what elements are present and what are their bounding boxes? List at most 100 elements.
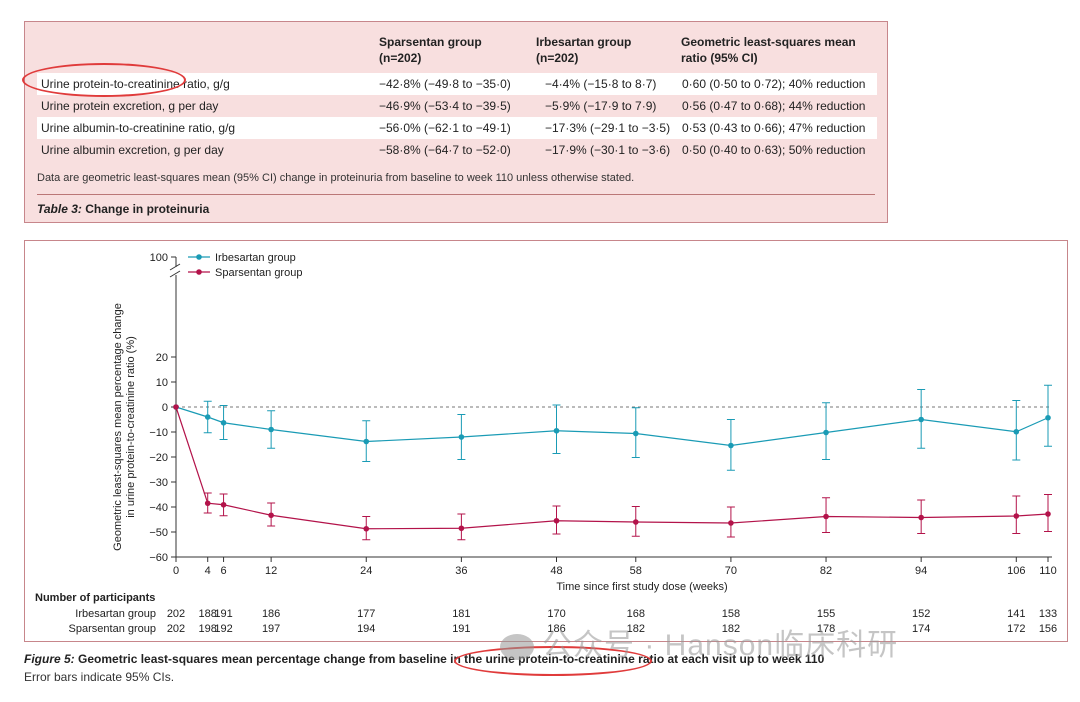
table-caption-label: Table 3: [37, 202, 82, 216]
x-axis-label: Time since first study dose (weeks) [556, 581, 727, 593]
data-point [458, 434, 465, 440]
data-point [220, 419, 227, 426]
data-point [268, 426, 274, 433]
header-ratio-line2: ratio (95% CI) [681, 51, 758, 65]
y-tick-label: 0 [162, 402, 168, 414]
cell-ratio: 0·53 (0·43 to 0·66); 47% reduction [682, 121, 866, 135]
series-line [175, 406, 1049, 447]
participants-count: 182 [627, 623, 645, 635]
data-point [1045, 511, 1051, 517]
table-footnote: Data are geometric least-squares mean (9… [37, 172, 635, 184]
participants-count: 170 [547, 608, 565, 620]
axis-break-mark [169, 270, 181, 278]
cell-irbesartan: −4·4% (−15·8 to 8·7) [545, 77, 657, 91]
y-axis-label-line: Geometric least-squares mean percentage … [112, 303, 124, 551]
participants-count: 188 [199, 608, 217, 620]
data-point [204, 500, 211, 507]
data-point [918, 416, 924, 423]
cell-ratio: 0·56 (0·47 to 0·68); 44% reduction [682, 99, 866, 113]
data-point [553, 517, 560, 524]
x-tick-label: 70 [725, 565, 737, 577]
figure-caption-label: Figure 5: [24, 652, 75, 666]
data-point [220, 501, 227, 508]
x-tick-label: 94 [915, 565, 927, 577]
data-point [918, 514, 924, 521]
x-tick-label: 12 [265, 565, 277, 577]
legend-label: Irbesartan group [215, 252, 296, 264]
participants-count: 191 [214, 608, 232, 620]
cell-sparsentan: −56·0% (−62·1 to −49·1) [379, 121, 511, 135]
data-point [1013, 428, 1020, 435]
cell-irbesartan: −17·9% (−30·1 to −3·6) [545, 143, 671, 157]
y-tick-label: −60 [149, 552, 168, 564]
y-tick-label: −40 [149, 502, 168, 514]
axis-break-mark [169, 263, 181, 271]
table-3-panel: Sparsentan group (n=202) Irbesartan grou… [24, 21, 888, 223]
x-tick-label: 36 [455, 565, 467, 577]
participants-count: 202 [167, 608, 185, 620]
y-tick-label: 20 [156, 352, 168, 364]
participants-count: 177 [357, 608, 375, 620]
participants-count: 182 [722, 623, 740, 635]
y-tick-label: 10 [156, 377, 168, 389]
cell-ratio: 0·50 (0·40 to 0·63); 50% reduction [682, 143, 866, 157]
participants-row-label: Sparsentan group [69, 623, 156, 635]
table-caption: Table 3: Change in proteinuria [37, 202, 209, 216]
participants-count: 156 [1039, 623, 1057, 635]
y-axis-label-line: in urine protein-to-creatinine ratio (%) [125, 336, 137, 518]
data-point [1013, 513, 1020, 519]
data-point [268, 512, 274, 519]
participants-count: 191 [452, 623, 470, 635]
x-tick-label: 6 [221, 565, 227, 577]
header-sparsentan: Sparsentan group (n=202) [379, 34, 539, 66]
y-tick-label: −30 [149, 477, 168, 489]
watermark-text: 公众号 · Hanson临床科研 [542, 629, 899, 662]
highlight-ellipse [454, 646, 652, 676]
row-label: Urine protein excretion, g per day [41, 99, 219, 113]
legend-label: Sparsentan group [215, 267, 302, 279]
row-label: Urine albumin excretion, g per day [41, 143, 224, 157]
x-tick-label: 82 [820, 565, 832, 577]
participants-count: 141 [1007, 608, 1025, 620]
table-row: Urine albumin-to-creatinine ratio, g/g −… [37, 117, 877, 139]
data-point [363, 438, 370, 445]
data-point [728, 442, 734, 449]
data-point [553, 427, 560, 434]
data-point [823, 513, 829, 520]
header-sparsentan-line1: Sparsentan group [379, 35, 482, 49]
cell-sparsentan: −42·8% (−49·8 to −35·0) [379, 77, 511, 91]
header-ratio-line1: Geometric least-squares mean [681, 35, 856, 49]
figure-note: Error bars indicate 95% CIs. [24, 670, 175, 684]
cell-irbesartan: −5·9% (−17·9 to 7·9) [545, 99, 657, 113]
header-irbesartan-line2: (n=202) [536, 51, 579, 65]
data-point [728, 520, 734, 526]
header-irbesartan-line1: Irbesartan group [536, 35, 632, 49]
participants-count: 178 [817, 623, 835, 635]
x-tick-label: 106 [1007, 565, 1025, 577]
cell-ratio: 0·60 (0·50 to 0·72); 40% reduction [682, 77, 866, 91]
data-point [632, 430, 639, 437]
participants-count: 155 [817, 608, 835, 620]
participants-row-label: Irbesartan group [75, 608, 156, 620]
y-axis-label: Geometric least-squares mean percentage … [112, 303, 137, 551]
participants-count: 174 [912, 623, 930, 635]
x-tick-label: 48 [550, 565, 562, 577]
participants-count: 158 [722, 608, 740, 620]
participants-count: 192 [214, 623, 232, 635]
data-point [1045, 414, 1051, 421]
participants-count: 133 [1039, 608, 1057, 620]
x-tick-label: 0 [173, 565, 179, 577]
cell-irbesartan: −17·3% (−29·1 to −3·5) [545, 121, 671, 135]
table-row: Urine protein excretion, g per day −46·9… [37, 95, 877, 117]
table-caption-text: Change in proteinuria [85, 202, 210, 216]
participants-count: 186 [262, 608, 280, 620]
wechat-icon [500, 634, 534, 661]
data-point [458, 525, 465, 532]
data-point [173, 404, 179, 410]
participants-count: 197 [262, 623, 280, 635]
x-tick-label: 24 [360, 565, 372, 577]
row-label: Urine albumin-to-creatinine ratio, g/g [41, 121, 236, 135]
figure-5-panel: 100 −60 −50 −40 −30 −20 −10 0 10 20 0 4 6 12 24 36 48 58 7… [24, 240, 1068, 642]
cell-sparsentan: −58·8% (−64·7 to −52·0) [379, 143, 511, 157]
participants-count: 181 [452, 608, 470, 620]
